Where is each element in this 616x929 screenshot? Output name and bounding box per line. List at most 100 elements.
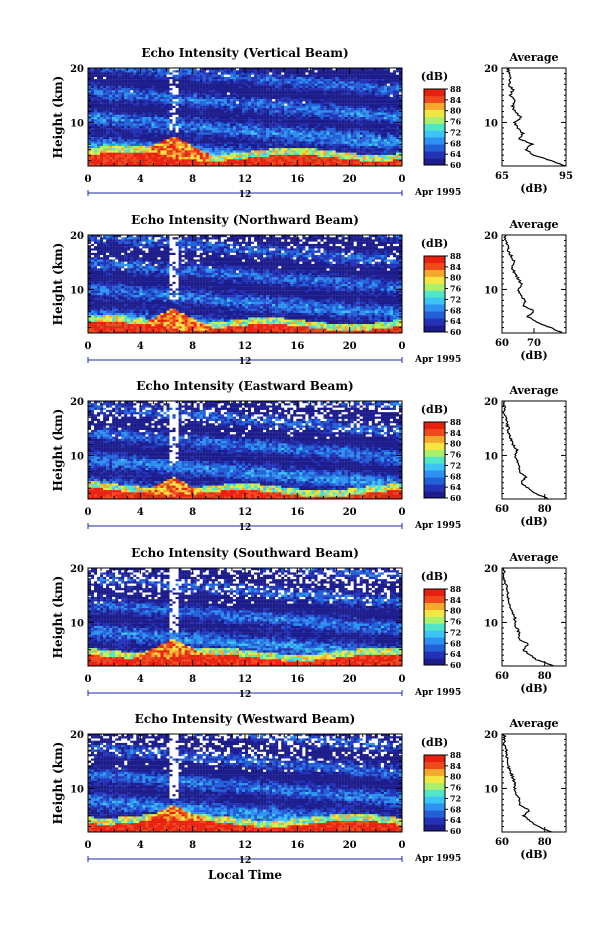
- heatmap-cell: [100, 94, 104, 98]
- heatmap-cell: [290, 130, 294, 133]
- heatmap-cell: [299, 237, 303, 240]
- heatmap-cell: [163, 150, 167, 153]
- average-y-tick-label: 10: [484, 118, 498, 129]
- heatmap-cell: [383, 83, 388, 86]
- heatmap-cell: [374, 81, 378, 84]
- heatmap-cell: [127, 137, 131, 140]
- heatmap-cell: [214, 143, 218, 147]
- heatmap-cell: [245, 103, 249, 107]
- heatmap-cell: [112, 105, 116, 109]
- heatmap-cell: [163, 132, 167, 135]
- heatmap-cell: [178, 108, 182, 111]
- heatmap-cell: [208, 159, 212, 162]
- heatmap-cell: [362, 83, 366, 86]
- heatmap-cell: [169, 159, 173, 162]
- heatmap-cell: [214, 157, 218, 160]
- heatmap-cell: [299, 159, 303, 162]
- heatmap-cell: [217, 163, 221, 167]
- heatmap-cell: [169, 68, 173, 71]
- heatmap-cell: [139, 90, 143, 93]
- heatmap-cell: [94, 90, 98, 93]
- heatmap-cell: [398, 123, 403, 127]
- heatmap-cell: [94, 237, 98, 240]
- heatmap-cell: [115, 130, 119, 133]
- heatmap-cell: [269, 119, 273, 122]
- heatmap-cell: [263, 92, 267, 95]
- heatmap-cell: [380, 117, 385, 120]
- heatmap-cell: [245, 152, 249, 156]
- heatmap-cell: [118, 94, 122, 98]
- heatmap-cell: [311, 99, 315, 102]
- heatmap-cell: [314, 74, 318, 78]
- heatmap-cell: [118, 88, 122, 91]
- heatmap-cell: [235, 148, 240, 151]
- heatmap-cell: [320, 112, 324, 115]
- heatmap-cell: [199, 154, 203, 158]
- heatmap-cell: [136, 132, 140, 135]
- heatmap-cell: [338, 96, 342, 100]
- heatmap-cell: [350, 161, 354, 164]
- heatmap-cell: [163, 85, 167, 89]
- heatmap-cell: [190, 99, 194, 102]
- heatmap-cell: [205, 105, 209, 109]
- heatmap-cell: [154, 237, 158, 240]
- heatmap-cell: [118, 134, 122, 138]
- heatmap-cell: [275, 161, 279, 164]
- heatmap-cell: [100, 123, 104, 127]
- heatmap-cell: [299, 101, 303, 104]
- heatmap-cell: [142, 101, 146, 104]
- heatmap-cell: [272, 101, 276, 104]
- heatmap-cell: [386, 83, 391, 86]
- heatmap-cell: [163, 83, 167, 86]
- heatmap-cell: [97, 88, 101, 91]
- heatmap-cell: [302, 94, 306, 98]
- heatmap-cell: [196, 130, 200, 133]
- heatmap-cell: [100, 157, 104, 160]
- heatmap-cell: [157, 152, 161, 156]
- heatmap-cell: [169, 145, 173, 149]
- heatmap-cell: [235, 154, 240, 158]
- heatmap-cell: [398, 154, 403, 158]
- heatmap-cell: [187, 125, 191, 129]
- heatmap-cell: [317, 96, 321, 100]
- heatmap-cell: [172, 123, 176, 127]
- heatmap-cell: [139, 81, 143, 84]
- heatmap-cell: [91, 143, 95, 147]
- heatmap-cell: [175, 81, 179, 84]
- heatmap-cell: [335, 112, 339, 115]
- heatmap-cell: [326, 143, 330, 147]
- heatmap-cell: [154, 81, 158, 84]
- heatmap-cell: [302, 145, 306, 149]
- heatmap-cell: [154, 94, 158, 98]
- heatmap-cell: [238, 125, 243, 129]
- heatmap-cell: [178, 161, 182, 164]
- heatmap-cell: [178, 123, 182, 127]
- heatmap-cell: [317, 72, 321, 75]
- heatmap-cell: [323, 105, 327, 109]
- heatmap-cell: [308, 117, 312, 120]
- heatmap-cell: [362, 105, 366, 109]
- heatmap-cell: [248, 119, 252, 122]
- heatmap-cell: [184, 159, 188, 162]
- heatmap-cell: [160, 72, 164, 75]
- heatmap-cell: [269, 88, 273, 91]
- heatmap-cell: [326, 141, 330, 144]
- heatmap-cell: [148, 159, 152, 162]
- heatmap-cell: [365, 70, 369, 73]
- heatmap-cell: [371, 125, 375, 129]
- heatmap-cell: [130, 145, 134, 149]
- heatmap-cell: [341, 108, 345, 111]
- heatmap-cell: [254, 132, 258, 135]
- heatmap-cell: [284, 154, 288, 158]
- heatmap-cell: [314, 130, 318, 133]
- heatmap-cell: [94, 119, 98, 122]
- heatmap-cell: [220, 117, 225, 120]
- heatmap-cell: [365, 141, 369, 144]
- heatmap-cell: [97, 83, 101, 86]
- heatmap-cell: [338, 114, 342, 118]
- heatmap-cell: [232, 125, 237, 129]
- heatmap-cell: [226, 108, 231, 111]
- heatmap-cell: [311, 110, 315, 113]
- heatmap-cell: [124, 150, 128, 153]
- heatmap-cell: [356, 96, 360, 100]
